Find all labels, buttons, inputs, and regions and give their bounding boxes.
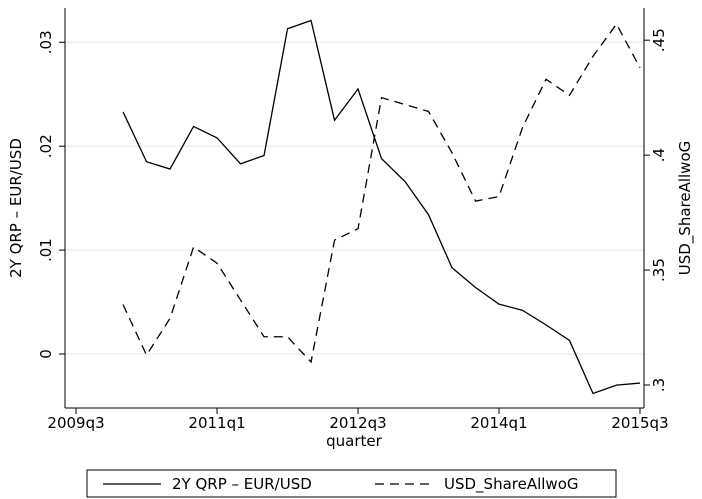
x-tick-label: 2012q3	[329, 414, 386, 432]
y-tick-label: .02	[37, 134, 55, 158]
y-axis-label: 2Y QRP – EUR/USD	[7, 138, 25, 278]
series-line	[122, 19, 641, 395]
x-tick-label: 2015q3	[611, 414, 668, 432]
y2-tick-label: .35	[650, 258, 668, 282]
legend-label: USD_ShareAllwoG	[444, 475, 579, 494]
y-tick-label: .01	[37, 238, 55, 262]
y-tick-label: .03	[37, 30, 55, 54]
x-axis-label: quarter	[326, 432, 382, 450]
series-line	[122, 22, 641, 364]
x-tick-label: 2011q1	[188, 414, 245, 432]
y2-tick-label: .45	[650, 28, 668, 52]
y2-tick-label: .4	[650, 148, 668, 162]
legend-label: 2Y QRP – EUR/USD	[172, 475, 312, 493]
x-tick-label: 2014q1	[470, 414, 527, 432]
y2-tick-label: .3	[650, 378, 668, 392]
y2-axis-label: USD_ShareAllwoG	[676, 141, 695, 276]
y-tick-label: 0	[37, 349, 55, 359]
x-tick-label: 2009q3	[47, 414, 104, 432]
legend-box	[86, 469, 617, 498]
